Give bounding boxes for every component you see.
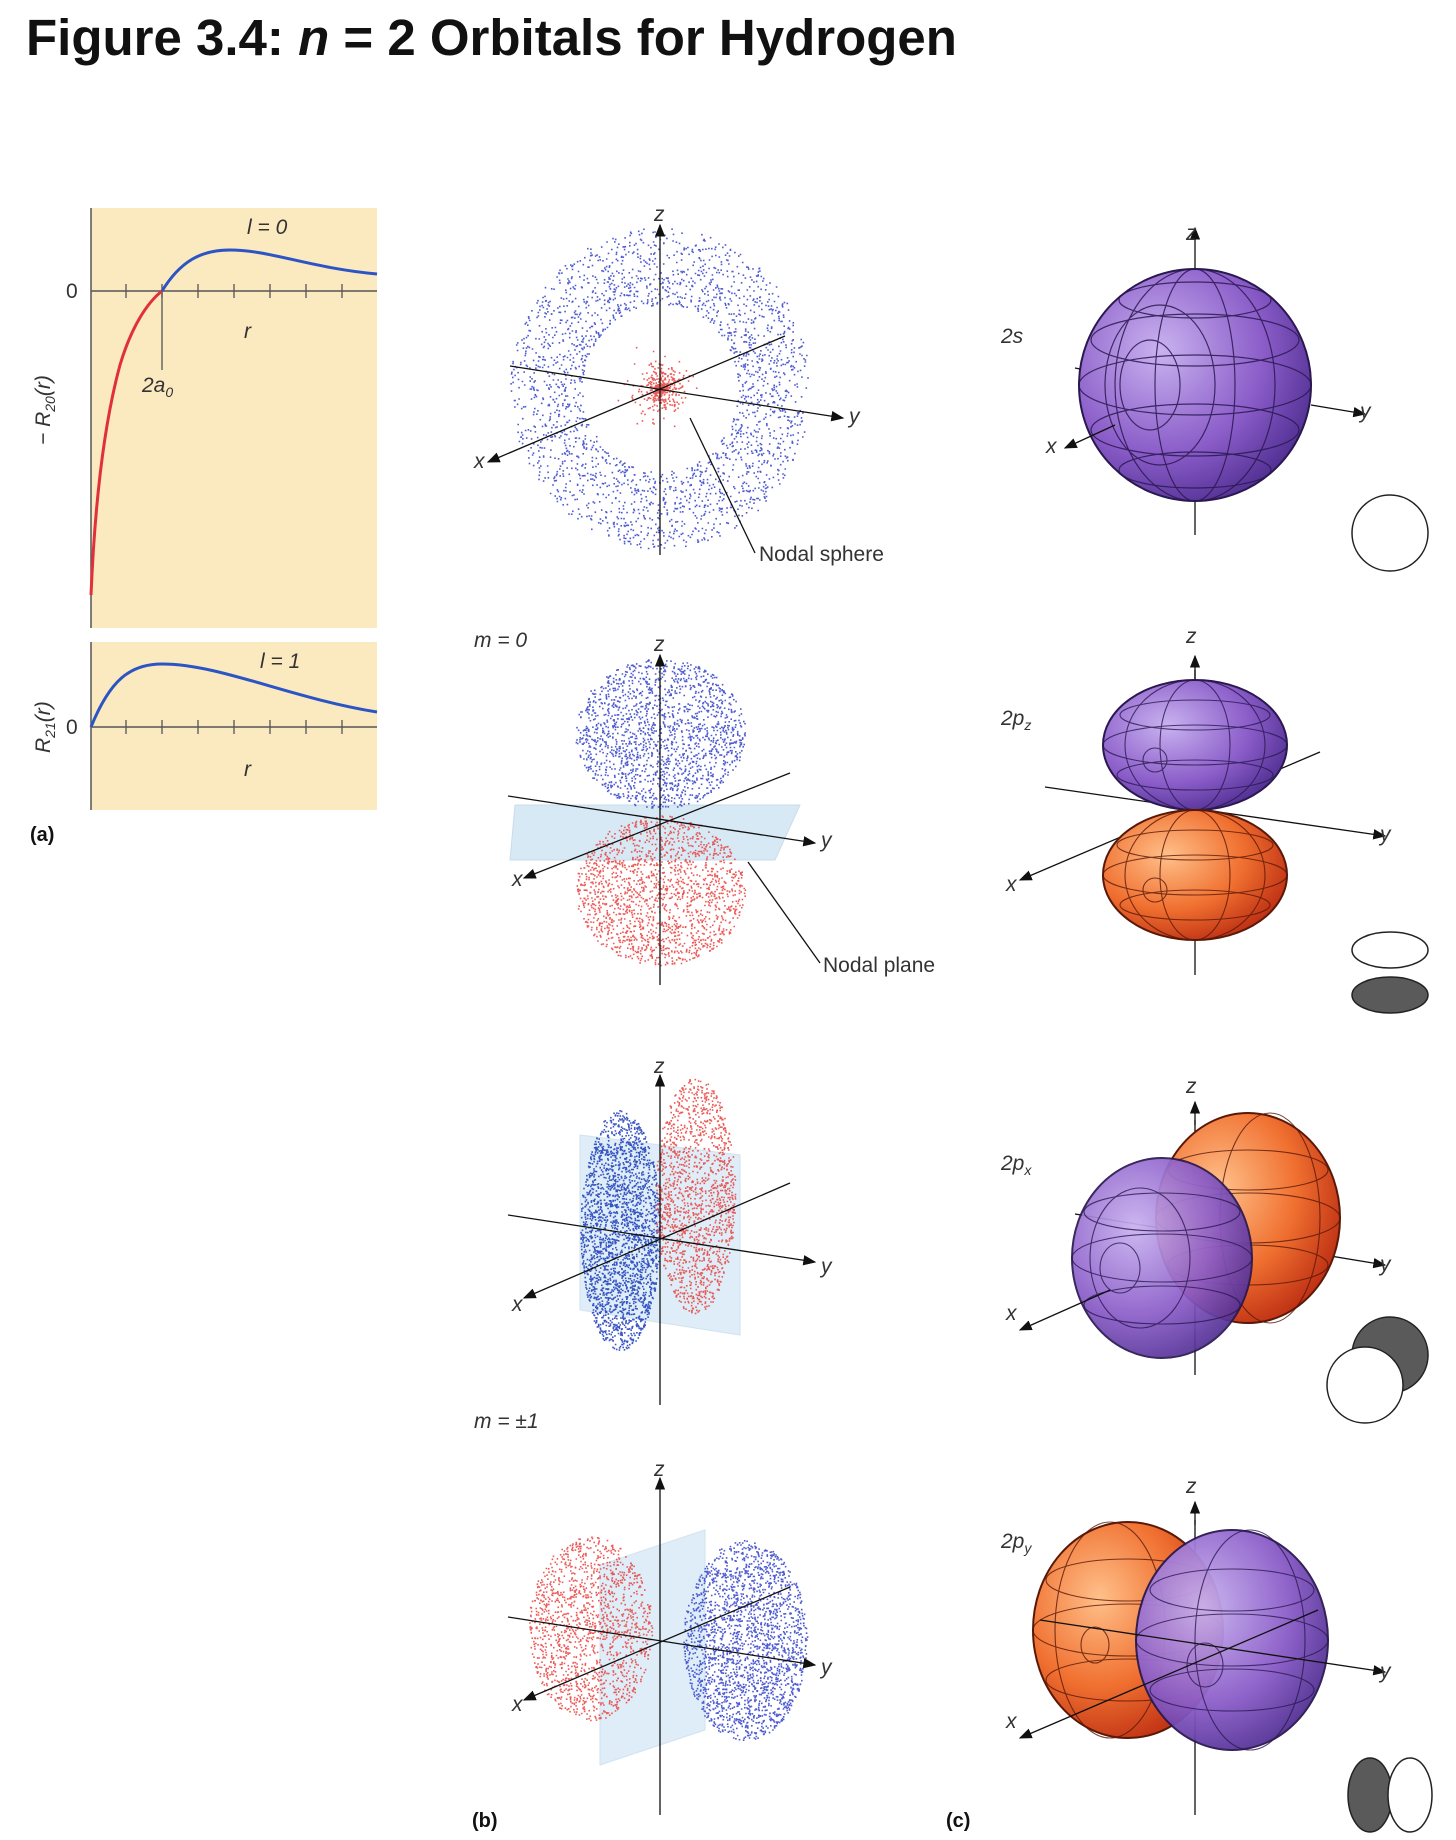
dot-cloud-2px [507, 1073, 817, 1405]
title-prefix: Figure 3.4: [26, 9, 299, 66]
c-2px-axis-x: x [1006, 1302, 1017, 1325]
b-2pz-axis-z: z [654, 633, 665, 656]
zero-label-top: 0 [66, 280, 78, 303]
c-2s-axis-z: z [1186, 222, 1197, 245]
b-2pz-axis-y: y [821, 829, 832, 852]
surface-2py [1018, 1500, 1433, 1833]
surface-2pz [1018, 654, 1429, 1014]
phase-icon-2s [1351, 494, 1429, 572]
b-2s-axis-y: y [849, 405, 860, 428]
zero-label-bottom: 0 [66, 716, 78, 739]
m0-label: m = 0 [474, 629, 528, 652]
plot-top-background [91, 208, 377, 628]
figure-title: Figure 3.4: n = 2 Orbitals for Hydrogen [26, 8, 957, 67]
radial-plot-top [89, 208, 378, 628]
dot-cloud-2pz [507, 653, 821, 985]
nodal-plane-label: Nodal plane [823, 954, 936, 977]
surface-2px [1018, 1100, 1429, 1424]
c-2pz-axis-x: x [1006, 873, 1017, 896]
orbital-label-2px: 2px [1001, 1152, 1032, 1178]
b-2px-axis-y: y [821, 1255, 832, 1278]
xlabel-top: r [244, 320, 251, 343]
b-2py-axis-y: y [821, 1656, 832, 1679]
panel-label-b: (b) [472, 1810, 498, 1832]
c-2s-axis-y: y [1360, 400, 1371, 423]
c-2s-axis-x: x [1046, 435, 1057, 458]
b-2s-axis-z: z [654, 203, 665, 226]
radial-plot-bottom [89, 642, 378, 810]
xlabel-bottom: r [244, 758, 251, 781]
curve-label-l1: l = 1 [260, 650, 301, 673]
b-2s-axis-x: x [474, 450, 485, 473]
ylabel-top: − R20(r) [32, 375, 58, 445]
b-2py-axis-z: z [654, 1458, 665, 1481]
ylabel-bottom: R21(r) [32, 701, 58, 753]
b-2pz-axis-x: x [512, 868, 523, 891]
b-2px-axis-x: x [512, 1293, 523, 1316]
nodal-sphere-label: Nodal sphere [759, 543, 884, 566]
orbital-label-2s: 2s [1001, 325, 1024, 348]
surface-2s [1063, 226, 1429, 572]
dot-cloud-2s [486, 223, 845, 555]
b-2px-axis-z: z [654, 1055, 665, 1078]
c-2py-axis-y: y [1380, 1660, 1391, 1683]
curve-label-l0: l = 0 [247, 216, 288, 239]
panel-label-a: (a) [30, 824, 55, 846]
panel-label-c: (c) [946, 1810, 971, 1832]
curve-r21 [89, 662, 378, 728]
c-2pz-axis-z: z [1186, 625, 1197, 648]
c-2px-axis-z: z [1186, 1075, 1197, 1098]
m1-label: m = ±1 [474, 1410, 539, 1433]
c-2py-axis-z: z [1186, 1475, 1197, 1498]
orbital-label-2pz: 2pz [1001, 707, 1032, 733]
dot-cloud-2py [507, 1476, 817, 1815]
b-2py-axis-x: x [512, 1693, 523, 1716]
c-2py-axis-x: x [1006, 1710, 1017, 1733]
c-2pz-axis-y: y [1380, 823, 1391, 846]
title-n: n [298, 9, 330, 66]
curve-r20-positive [160, 248, 378, 292]
c-2px-axis-y: y [1380, 1253, 1391, 1276]
orbital-label-2py: 2py [1001, 1530, 1032, 1556]
node-label-2a0: 2a0 [142, 374, 174, 400]
curve-r20-negative [89, 289, 163, 596]
title-rest: = 2 Orbitals for Hydrogen [329, 9, 957, 66]
